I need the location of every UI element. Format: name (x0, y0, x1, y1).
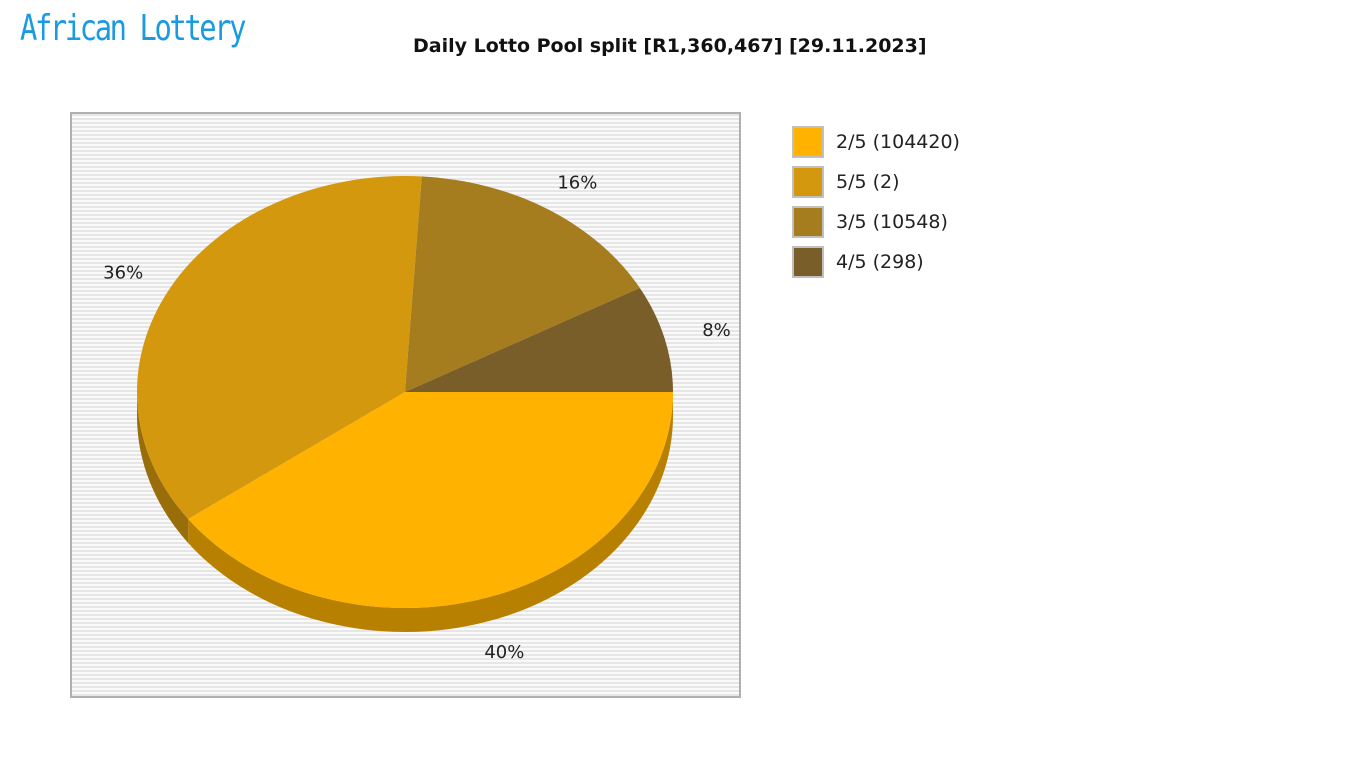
data-label-0: 40% (484, 642, 524, 663)
chart-title-text: Daily Lotto Pool split [R1,360,467] [29.… (413, 35, 927, 57)
legend-swatch (792, 166, 824, 198)
logo: African Lottery (20, 8, 246, 49)
legend-item: 5/5 (2) (792, 162, 960, 202)
legend: 2/5 (104420) 5/5 (2) 3/5 (10548) 4/5 (298) (792, 122, 960, 282)
legend-item: 3/5 (10548) (792, 202, 960, 242)
pie-side-1 (137, 392, 189, 543)
pie-slice-1 (136, 175, 422, 519)
legend-swatch (792, 246, 824, 278)
legend-label: 5/5 (2) (836, 171, 900, 193)
pie-slice-3 (405, 287, 673, 392)
legend-label: 4/5 (298) (836, 251, 924, 273)
legend-label: 3/5 (10548) (836, 211, 948, 233)
legend-swatch (792, 206, 824, 238)
legend-item: 2/5 (104420) (792, 122, 960, 162)
data-label-3: 8% (702, 320, 731, 341)
data-label-2: 16% (557, 172, 597, 193)
legend-item: 4/5 (298) (792, 242, 960, 282)
pie-slice-0 (188, 392, 673, 608)
pie-slice-2 (405, 176, 640, 392)
legend-swatch (792, 126, 824, 158)
data-label-1: 36% (103, 262, 143, 283)
legend-label: 2/5 (104420) (836, 131, 960, 153)
